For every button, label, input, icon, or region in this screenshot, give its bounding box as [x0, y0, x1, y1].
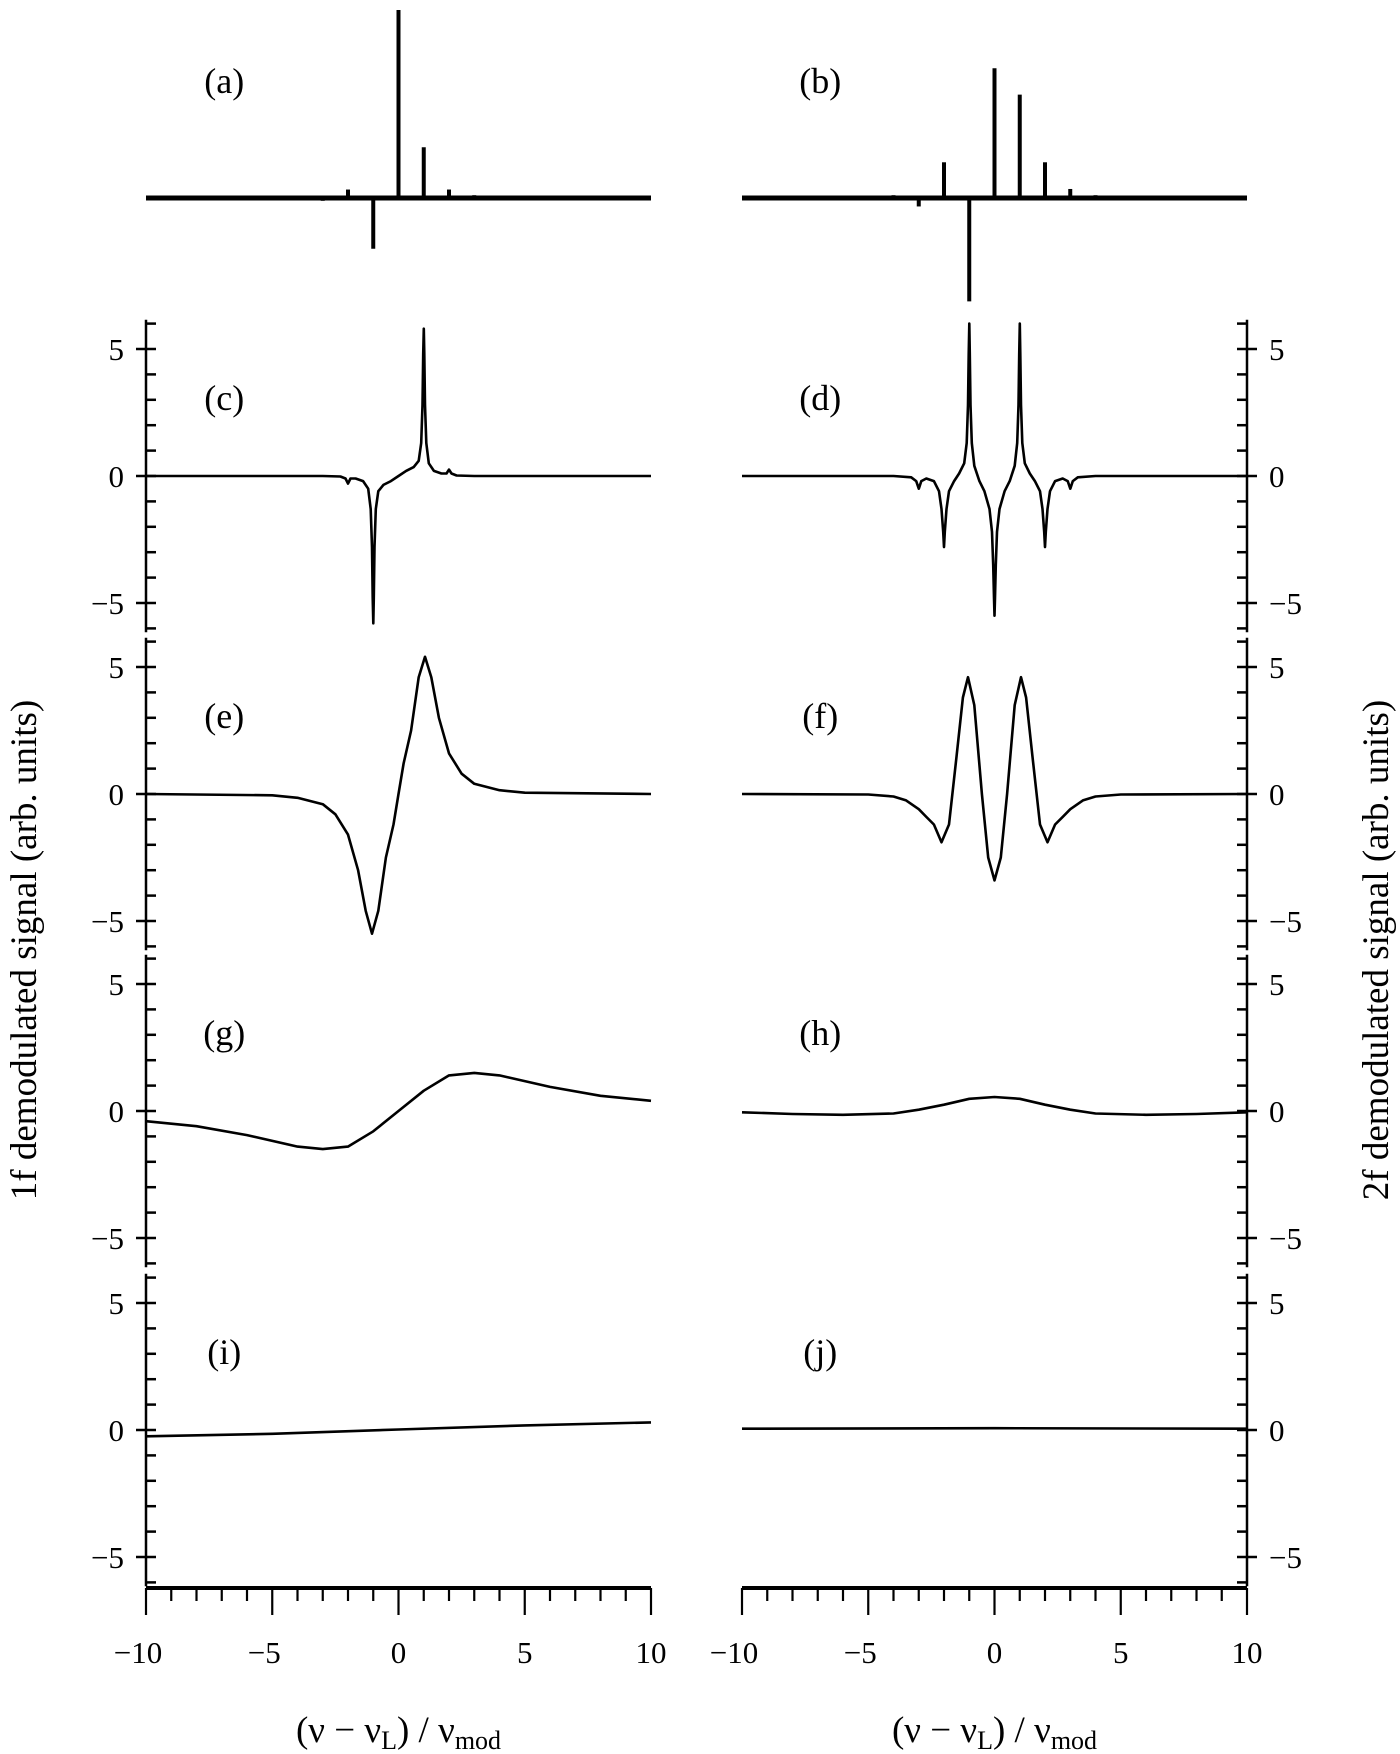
y-tick-label: −5 [91, 1540, 124, 1575]
y-tick-label: −5 [91, 1221, 124, 1256]
x-tick-label: 10 [1232, 1635, 1263, 1670]
y-tick-label: 5 [109, 332, 125, 367]
signal-curve [741, 1095, 1248, 1117]
panel-label: (b) [799, 61, 841, 101]
y-tick-label: 5 [1269, 332, 1285, 367]
subscript: mod [1051, 1726, 1097, 1754]
y-tick-label: 5 [1269, 1286, 1285, 1321]
x-tick-label: −10 [114, 1635, 162, 1670]
panel-i: 5 0 −5 (i) [91, 1273, 652, 1587]
y-tick-label: 0 [109, 1413, 125, 1448]
x-tick-label: 5 [1113, 1635, 1129, 1670]
signal-curve [741, 675, 1248, 882]
panel-label: (h) [799, 1013, 841, 1053]
panel-a: (a) [146, 10, 651, 249]
y-tick-label: −5 [91, 586, 124, 621]
label-part: ) / ν [397, 1710, 455, 1751]
x-axis-title: (ν − νL) / νmod [892, 1710, 1097, 1754]
panel-label: (f) [802, 696, 838, 736]
y-tick-label: 5 [109, 967, 125, 1002]
y-axis-title-left: 1f demodulated signal (arb. units) [4, 700, 45, 1200]
x-tick-label: −5 [844, 1635, 877, 1670]
y-tick-label: −5 [1269, 586, 1302, 621]
x-axis-right: −10 −5 0 5 10 (ν − νL) / νmod [710, 1586, 1263, 1754]
panel-label: (d) [799, 378, 841, 418]
panel-label: (c) [204, 378, 244, 418]
x-axis-left: −10 −5 0 5 10 (ν − νL) / νmod [114, 1586, 667, 1754]
x-tick-label: 0 [391, 1635, 407, 1670]
panel-j: 5 0 −5 (j) [741, 1273, 1302, 1587]
signal-curve [145, 1071, 652, 1151]
y-tick-label: 0 [109, 1094, 125, 1129]
panel-label: (g) [203, 1013, 245, 1053]
label-part: (ν − ν [296, 1710, 381, 1751]
y-tick-label: 5 [1269, 967, 1285, 1002]
panel-label: (j) [803, 1332, 837, 1372]
y-tick-label: 0 [1269, 1413, 1285, 1448]
panel-label: (i) [207, 1332, 241, 1372]
y-tick-label: 5 [109, 650, 125, 685]
signal-curve [146, 327, 651, 625]
signal-curve [145, 655, 652, 935]
y-tick-label: 5 [1269, 650, 1285, 685]
y-tick-label: 0 [1269, 777, 1285, 812]
y-tick-label: −5 [91, 904, 124, 939]
x-axis-title: (ν − νL) / νmod [296, 1710, 501, 1754]
panel-d: 5 0 −5 (d) [742, 319, 1302, 633]
panel-e: 5 0 −5 (e) [91, 637, 652, 951]
panel-b: (b) [742, 61, 1247, 302]
x-tick-label: 10 [636, 1635, 667, 1670]
y-tick-label: −5 [1269, 1221, 1302, 1256]
y-tick-label: 0 [1269, 1094, 1285, 1129]
label-part: (ν − ν [892, 1710, 977, 1751]
x-tick-label: 5 [517, 1635, 533, 1670]
y-tick-label: −5 [1269, 1540, 1302, 1575]
subscript: L [977, 1726, 993, 1754]
subscript: L [381, 1726, 397, 1754]
subscript: mod [455, 1726, 501, 1754]
panel-label: (e) [204, 696, 244, 736]
signal-curve [741, 1426, 1248, 1430]
x-tick-label: −10 [710, 1635, 758, 1670]
panel-g: 5 0 −5 (g) [91, 954, 652, 1268]
y-tick-label: 0 [1269, 459, 1285, 494]
x-tick-label: 0 [987, 1635, 1003, 1670]
signal-curve [145, 1421, 652, 1438]
y-axis-title-right: 2f demodulated signal (arb. units) [1356, 700, 1397, 1200]
panel-c: 5 0 −5 (c) [91, 319, 651, 633]
panel-label: (a) [204, 61, 244, 101]
panel-h: 5 0 −5 (h) [741, 954, 1302, 1268]
label-part: ) / ν [993, 1710, 1051, 1751]
y-tick-label: 5 [109, 1286, 125, 1321]
y-tick-label: −5 [1269, 904, 1302, 939]
y-tick-label: 0 [109, 459, 125, 494]
x-tick-label: −5 [248, 1635, 281, 1670]
signal-curve [742, 322, 1247, 617]
y-tick-label: 0 [109, 777, 125, 812]
panel-f: 5 0 −5 (f) [741, 637, 1302, 951]
